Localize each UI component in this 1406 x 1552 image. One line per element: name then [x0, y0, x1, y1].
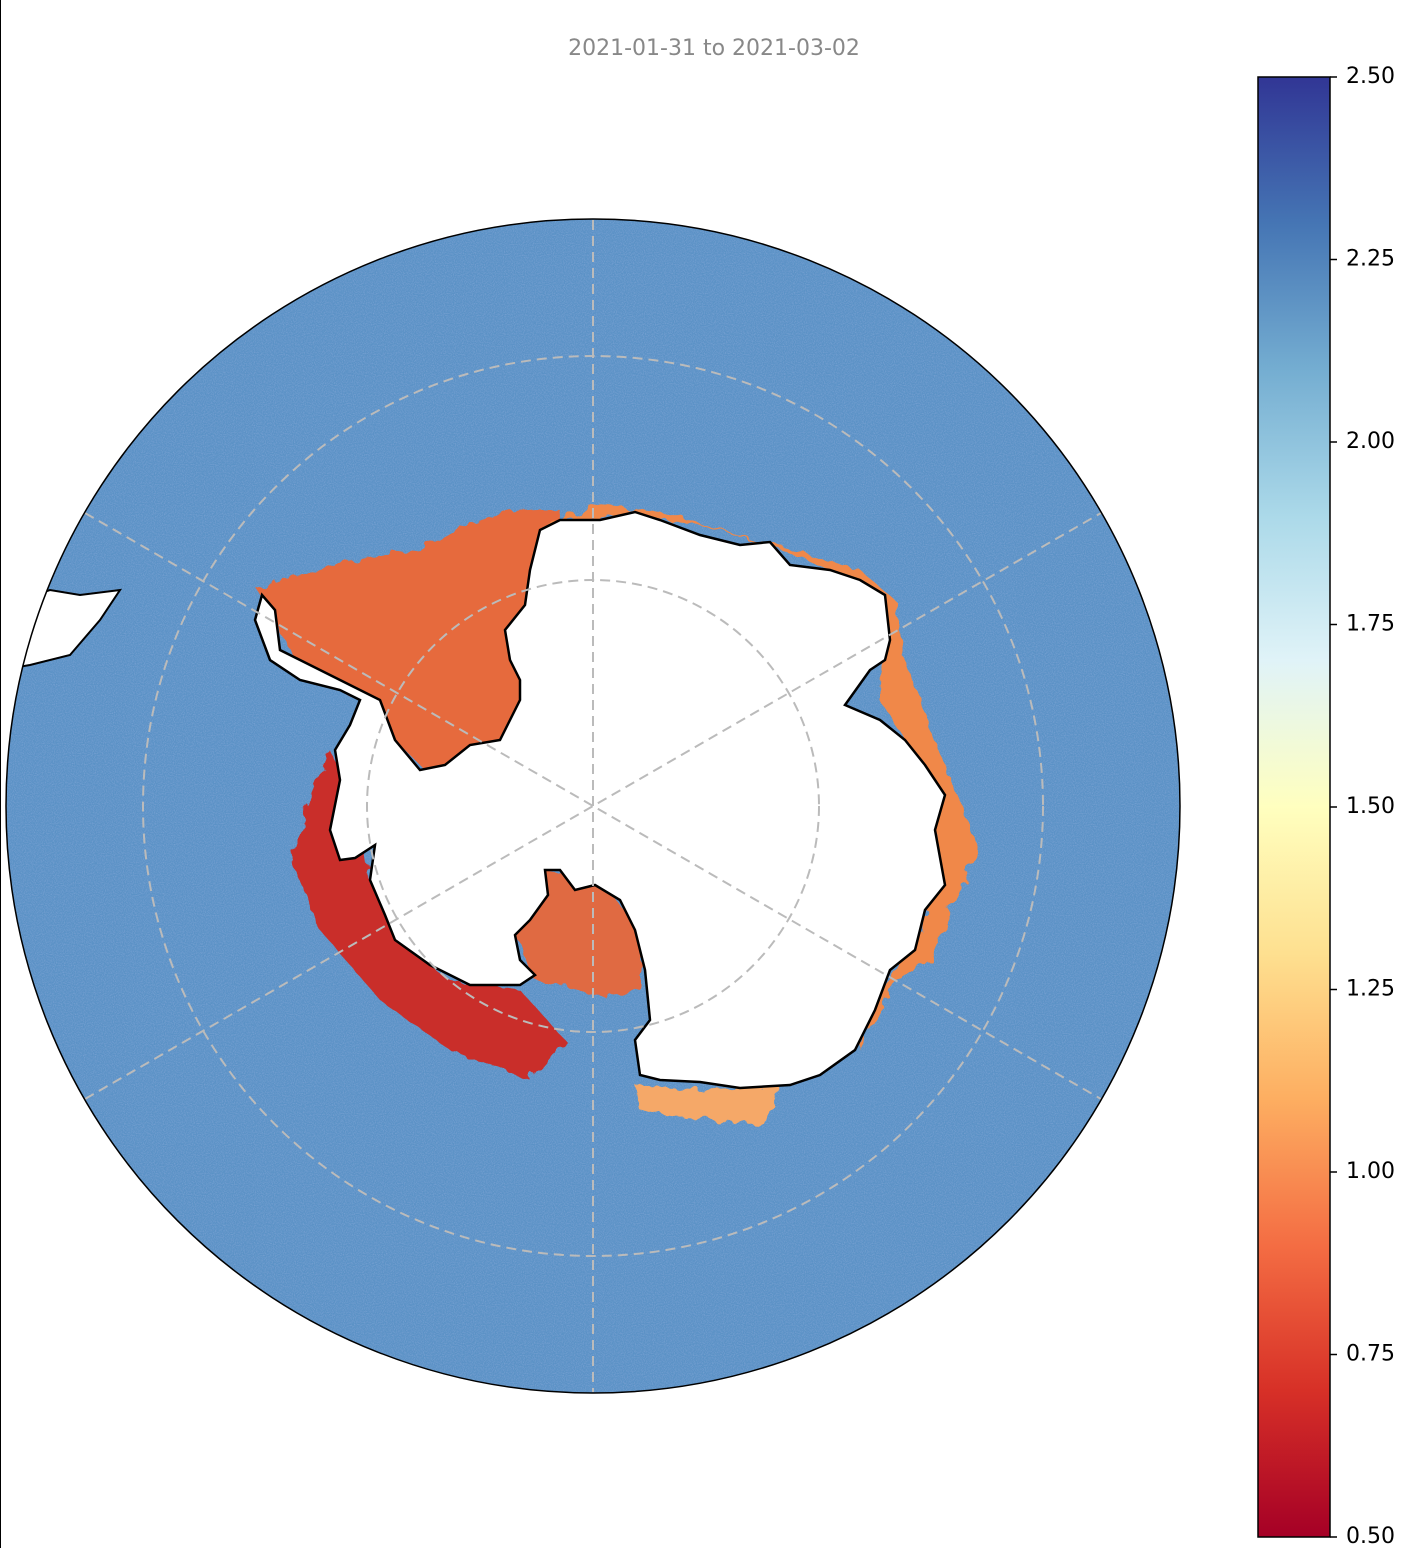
- colorbar-tick-label: 1.75: [1346, 612, 1395, 637]
- colorbar-tick-label: 0.50: [1346, 1524, 1395, 1548]
- map-title: 2021-01-31 to 2021-03-02: [568, 36, 860, 61]
- colorbar-tick-label: 1.25: [1346, 977, 1395, 1002]
- colorbar-tick-label: 0.75: [1346, 1342, 1395, 1367]
- graticule: [84, 220, 1102, 1392]
- colorbar-tick-label: 1.00: [1346, 1159, 1395, 1184]
- colorbar-tick-label: 2.50: [1346, 64, 1395, 89]
- colorbar-tick-label: 1.50: [1346, 794, 1395, 819]
- frame-edge: [0, 0, 1, 1548]
- colorbar-tick-label: 2.00: [1346, 429, 1395, 454]
- map: [6, 219, 1180, 1393]
- colorbar: [1257, 76, 1331, 1538]
- colorbar-tick-label: 2.25: [1346, 247, 1395, 272]
- map-boundary: [5, 218, 1181, 1394]
